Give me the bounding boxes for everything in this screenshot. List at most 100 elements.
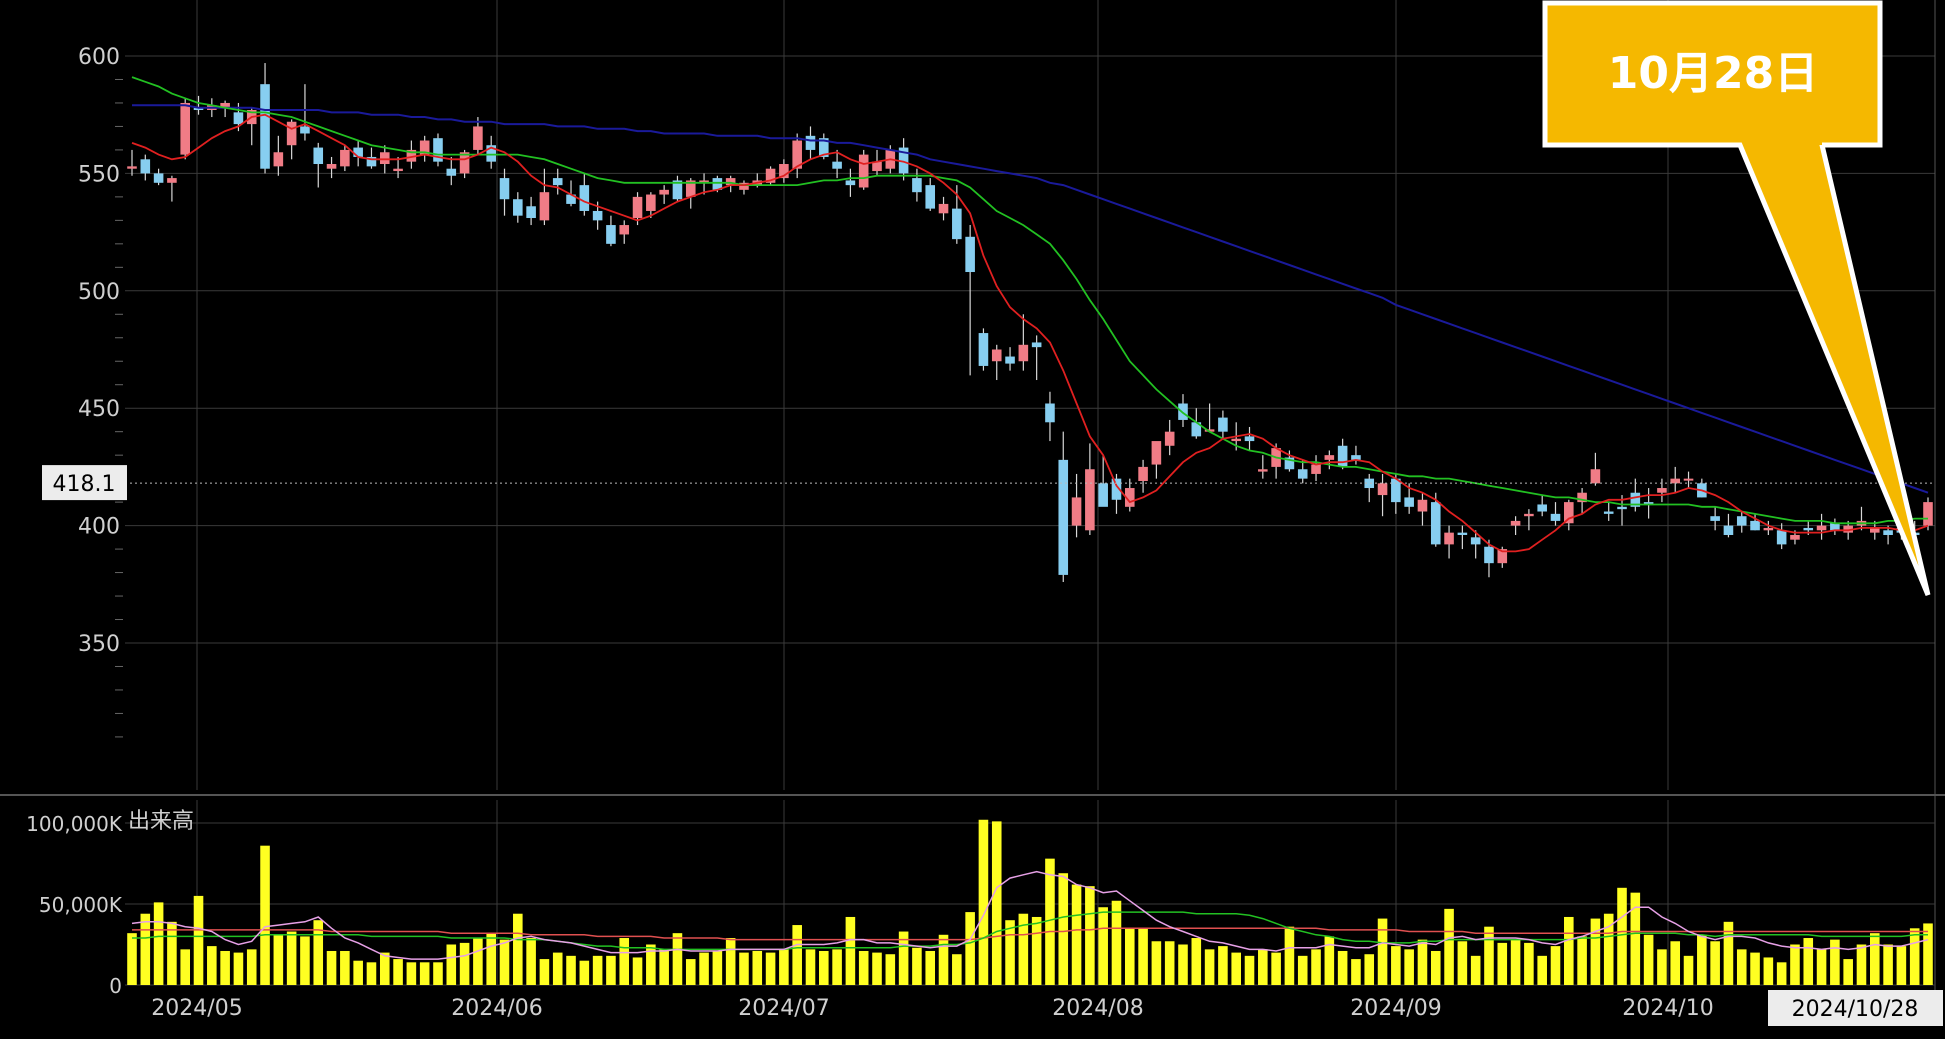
volume-bar (872, 952, 882, 985)
volume-bar (499, 939, 510, 985)
moving-averages (131, 76, 1929, 553)
volume-bar (1204, 949, 1215, 985)
candle-body (1151, 441, 1162, 465)
candle-body (1843, 525, 1853, 533)
volume-bar (353, 960, 363, 985)
candle-body (925, 185, 936, 209)
volume-bar (1138, 928, 1148, 985)
volume-bar (1297, 955, 1308, 985)
price-tick-label: 350 (78, 632, 120, 657)
volume-bar (659, 949, 669, 985)
volume-bar (1191, 938, 1202, 985)
volume-bar (379, 952, 390, 985)
candle-body (193, 107, 204, 111)
current-price-box: 418.1 (42, 465, 127, 501)
volume-bar (1869, 933, 1880, 985)
candle-body (1657, 488, 1667, 493)
volume-tick-label: 0 (109, 974, 122, 998)
candle-body (579, 185, 590, 211)
candle-body (446, 168, 457, 176)
candle-body (938, 203, 949, 214)
candle-body (1284, 457, 1295, 470)
volume-bar (552, 952, 563, 985)
volume-bar (1430, 950, 1441, 985)
candle-body (1577, 492, 1587, 503)
volume-bar (326, 950, 337, 985)
volume-bar (446, 944, 457, 985)
volume-bar (313, 920, 324, 985)
candle-body (1377, 483, 1388, 496)
volume-bar (406, 962, 417, 985)
candle-body (779, 164, 789, 179)
volume-bar (712, 950, 723, 985)
volume-bar (1085, 886, 1095, 985)
candle-body (1337, 445, 1348, 467)
volume-bar (207, 946, 217, 985)
volume-bar (127, 933, 137, 985)
price-y-axis: 600 550 500 450 400 350 (78, 45, 123, 738)
volume-bar (1337, 950, 1348, 985)
volume-bar (1271, 952, 1281, 985)
candle-body (1244, 436, 1255, 442)
price-tick-label: 600 (78, 45, 120, 70)
candle-body (898, 147, 909, 174)
candle-body (1710, 516, 1720, 521)
candle-body (646, 194, 656, 211)
volume-bar (1537, 955, 1547, 985)
candle-body (1484, 546, 1494, 564)
candle-body (419, 140, 430, 155)
volume-bar (592, 955, 603, 985)
volume-bar (898, 931, 909, 985)
volume-bar (1324, 936, 1335, 985)
candle-body (1869, 527, 1880, 533)
candle-body (832, 161, 842, 169)
candle-body (433, 138, 443, 162)
volume-bar (233, 952, 244, 985)
candle-body (805, 135, 816, 150)
volume-bar (1497, 942, 1508, 985)
candle-body (1736, 516, 1747, 526)
x-tick-label: 2024/06 (451, 996, 542, 1021)
volume-bar (1883, 944, 1893, 985)
volume-bar (1590, 918, 1601, 985)
candle-body (1670, 478, 1681, 484)
volume-bar (805, 949, 816, 985)
candle-body (1550, 513, 1561, 521)
candle-body (1324, 455, 1335, 460)
price-tick-label: 550 (78, 162, 120, 187)
candle-body (1470, 537, 1481, 545)
candle-body (1524, 513, 1534, 517)
date-callout: 10月28日 (1542, 0, 1931, 596)
candle-body (180, 102, 191, 155)
volume-bar (1377, 918, 1388, 985)
candle-body (1005, 356, 1015, 364)
callout-text: 10月28日 (1608, 48, 1818, 99)
volume-bar (699, 952, 709, 985)
candle-body (712, 178, 723, 190)
candle-body (513, 199, 523, 216)
volume-bar (1231, 952, 1241, 985)
candle-body (473, 126, 483, 150)
volume-bar (1830, 939, 1840, 985)
volume-bar (300, 936, 310, 985)
candle-body (619, 225, 630, 235)
candle-body (1830, 523, 1840, 531)
volume-bar (1457, 941, 1468, 985)
x-axis: 2024/05 2024/06 2024/07 2024/08 2024/09 2024/… (151, 996, 1713, 1021)
candle-body (273, 152, 284, 167)
volume-tick-label: 100,000K (26, 812, 123, 836)
price-tick-label: 500 (78, 280, 120, 305)
volume-bar (1923, 923, 1933, 985)
candle-body (459, 152, 470, 174)
candle-body (340, 149, 350, 167)
volume-bar (1364, 954, 1375, 985)
volume-bar (1284, 926, 1295, 985)
volume-bar (1776, 962, 1787, 985)
current-date-box: 2024/10/28 (1768, 990, 1943, 1026)
candle-body (286, 121, 297, 146)
candle-body (1164, 431, 1175, 446)
volume-ma-mid-line (132, 911, 1928, 951)
current-price-label: 418.1 (53, 472, 116, 497)
volume-bar (1045, 858, 1055, 985)
volume-bar (1244, 955, 1255, 985)
